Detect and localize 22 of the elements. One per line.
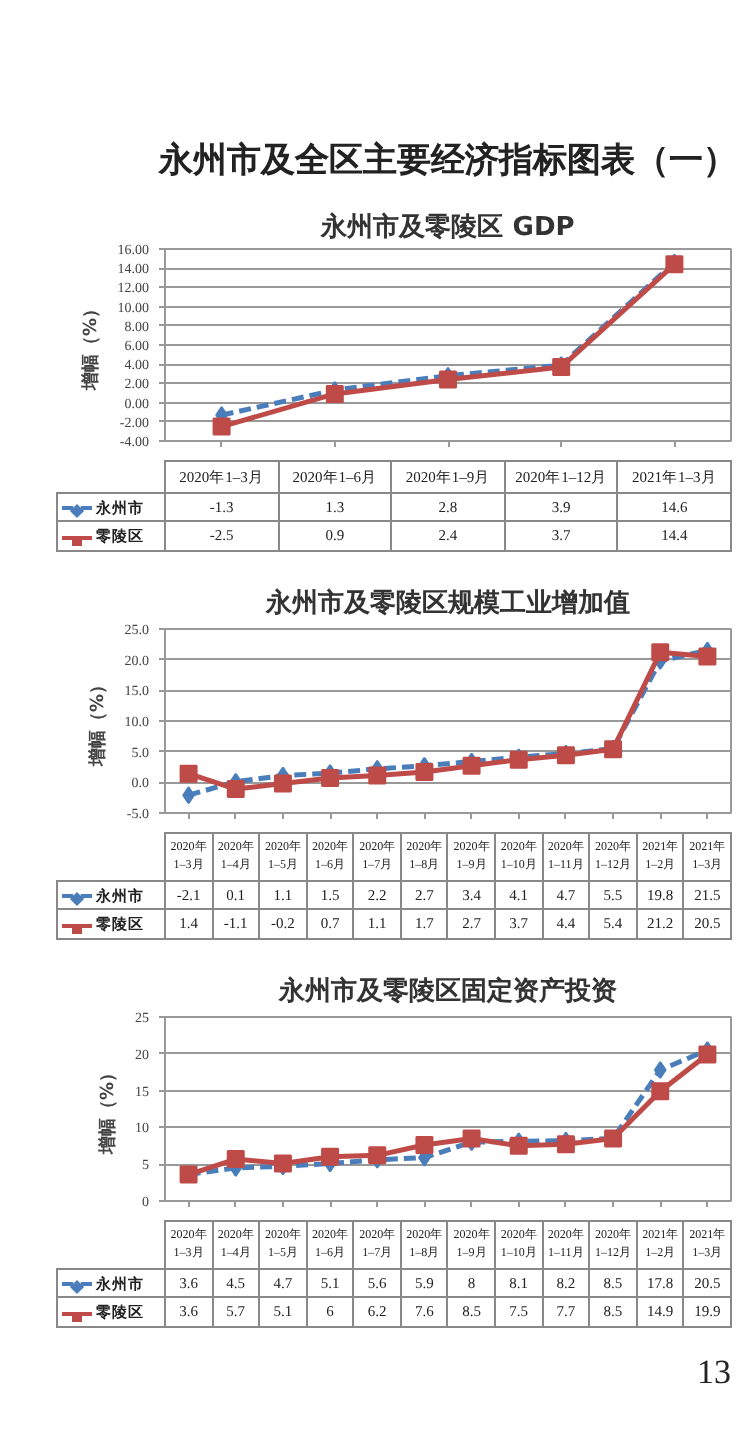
y-axis-title: 增幅（%） <box>97 1063 119 1157</box>
point <box>698 647 717 666</box>
point <box>321 1147 340 1166</box>
chart-title: 永州市及零陵区规模工业增加值 <box>264 587 630 619</box>
point <box>226 1150 245 1169</box>
text: 13 <box>697 1353 731 1391</box>
chart-title: 永州市及零陵区 GDP <box>319 211 575 243</box>
y-axis-title: 增幅（%） <box>86 675 109 769</box>
chart-title: 永州市及零陵区固定资产投资 <box>277 975 617 1007</box>
point <box>651 643 670 662</box>
point <box>179 764 198 783</box>
point <box>273 774 292 793</box>
point <box>651 1082 670 1101</box>
point <box>368 766 387 785</box>
point <box>212 417 231 436</box>
point <box>415 1136 434 1155</box>
point <box>653 1060 667 1079</box>
point <box>226 780 245 799</box>
point <box>321 769 340 788</box>
text: 永州市及全区主要经济指标图表（一） <box>157 141 737 181</box>
point <box>415 762 434 781</box>
y-axis-title: 增幅（%） <box>79 299 102 393</box>
